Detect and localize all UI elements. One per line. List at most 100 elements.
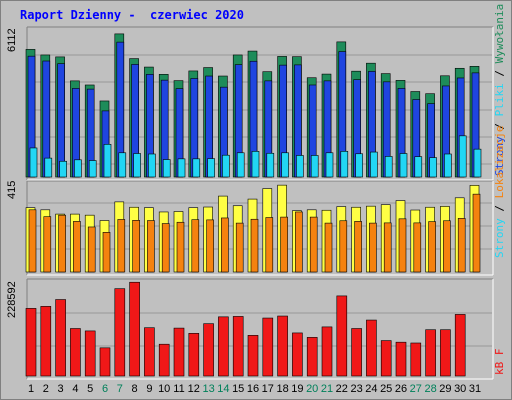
bar-files-day-28	[429, 157, 437, 178]
bar-files-day-26	[399, 153, 408, 178]
bar-hits-day-4	[73, 221, 81, 273]
right-label-part-2-2: Strony	[493, 218, 506, 258]
bar-hits-day-22	[339, 220, 348, 273]
bar-files-day-7	[118, 152, 127, 178]
bar-kbytes-day-26	[395, 341, 407, 377]
x-tick-day-2: 2	[43, 383, 49, 395]
bar-kbytes-day-13	[203, 323, 214, 377]
bar-files-day-3	[59, 160, 67, 178]
bar-kbytes-day-5	[84, 330, 96, 377]
right-label-separator: /	[493, 63, 506, 83]
bar-files-day-14	[222, 154, 230, 178]
bar-hits-day-6	[102, 232, 111, 273]
bar-hits-day-16	[250, 218, 259, 273]
bar-kbytes-day-9	[144, 327, 155, 377]
bar-kbytes-day-15	[232, 316, 244, 377]
bar-hits-day-10	[161, 223, 170, 273]
bar-hits-day-25	[383, 222, 392, 273]
x-tick-day-26: 26	[395, 383, 407, 395]
x-tick-day-18: 18	[276, 383, 288, 395]
bar-hits-day-30	[457, 218, 466, 273]
bar-files-day-10	[162, 159, 171, 178]
bar-kbytes-day-27	[410, 342, 422, 377]
top-panel-bars	[25, 33, 482, 178]
right-label-part-1-3: Strony	[493, 136, 506, 176]
bar-hits-day-18	[280, 216, 288, 273]
x-tick-day-6: 6	[102, 383, 108, 395]
right-label-panel-3: kB F	[493, 349, 506, 376]
bar-hits-day-7	[117, 219, 126, 273]
x-tick-day-19: 19	[291, 383, 303, 395]
bar-files-day-19	[296, 155, 304, 178]
bar-kbytes-day-3	[55, 299, 66, 377]
bottom-panel-bars	[25, 281, 466, 377]
bar-kbytes-day-21	[321, 326, 333, 377]
bar-kbytes-day-30	[454, 314, 466, 377]
bar-pages-day-3	[57, 63, 65, 178]
x-tick-day-20: 20	[306, 383, 318, 395]
bar-files-day-8	[133, 153, 141, 178]
x-tick-day-16: 16	[247, 383, 259, 395]
bar-files-day-9	[148, 153, 156, 178]
bar-hits-day-20	[309, 216, 318, 273]
bar-hits-day-15	[235, 222, 244, 273]
bar-hits-day-8	[132, 220, 140, 273]
bar-kbytes-day-23	[351, 328, 362, 377]
middle-panel-bars	[25, 184, 481, 273]
right-label-part-1-2: Pliki	[493, 83, 506, 116]
x-tick-day-15: 15	[232, 383, 244, 395]
x-tick-day-29: 29	[439, 383, 451, 395]
x-tick-day-24: 24	[365, 383, 377, 395]
x-tick-day-8: 8	[132, 383, 138, 395]
bar-files-day-4	[74, 159, 82, 178]
bar-hits-day-19	[295, 211, 303, 273]
bar-hits-day-17	[265, 217, 274, 273]
bar-files-day-5	[88, 160, 97, 178]
bar-files-day-1	[29, 147, 38, 178]
bar-files-day-21	[325, 152, 334, 178]
bar-hits-day-24	[369, 222, 377, 273]
right-label-panel-2: Strony / Lokalizacje	[493, 126, 506, 258]
bar-files-day-22	[340, 151, 349, 178]
bar-files-day-15	[236, 152, 245, 178]
bar-hits-day-3	[58, 214, 66, 273]
bar-hits-day-11	[176, 221, 185, 273]
x-tick-day-1: 1	[28, 383, 34, 395]
bar-kbytes-day-29	[440, 329, 451, 377]
x-tick-day-25: 25	[380, 383, 392, 395]
bar-files-day-24	[370, 151, 378, 178]
bar-files-day-31	[473, 148, 482, 178]
bar-kbytes-day-19	[292, 332, 303, 377]
bar-hits-day-23	[354, 221, 362, 273]
bar-kbytes-day-1	[25, 308, 37, 377]
bar-files-day-18	[281, 152, 289, 178]
bar-hits-day-14	[221, 217, 229, 273]
x-tick-day-22: 22	[336, 383, 348, 395]
x-tick-day-23: 23	[350, 383, 362, 395]
right-label-part-3-1: kB F	[493, 349, 506, 376]
bar-kbytes-day-2	[40, 306, 52, 377]
bar-hits-day-13	[206, 219, 214, 273]
bar-files-day-6	[103, 144, 112, 178]
bar-kbytes-day-4	[70, 328, 81, 377]
bar-files-day-20	[310, 155, 319, 178]
bar-kbytes-day-10	[158, 343, 170, 377]
bar-hits-day-1	[28, 209, 37, 273]
x-tick-day-17: 17	[262, 383, 274, 395]
x-tick-day-4: 4	[72, 383, 78, 395]
bar-kbytes-day-14	[218, 316, 229, 377]
bar-kbytes-day-25	[380, 340, 392, 377]
bar-hits-day-27	[413, 222, 422, 273]
bar-hits-day-26	[398, 218, 407, 273]
bar-kbytes-day-22	[336, 295, 348, 377]
bar-files-day-12	[192, 158, 201, 178]
bar-files-day-17	[266, 152, 275, 178]
bar-files-day-13	[207, 158, 215, 178]
bar-files-day-29	[444, 153, 452, 178]
right-label-part-1-1: Wywołania	[493, 4, 506, 64]
bar-kbytes-day-17	[262, 317, 274, 377]
bar-kbytes-day-7	[114, 288, 126, 377]
bar-kbytes-day-18	[277, 315, 288, 377]
x-tick-day-9: 9	[146, 383, 152, 395]
